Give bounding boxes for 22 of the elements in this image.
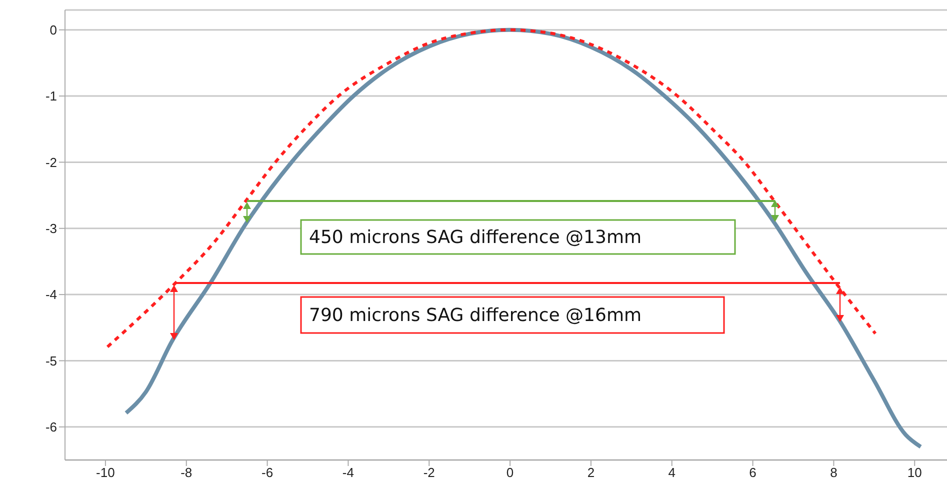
x-tick-label: 4: [668, 465, 676, 480]
y-tick-label: -3: [45, 220, 57, 236]
y-tick-label: -1: [45, 88, 57, 104]
x-tick-label: -8: [180, 465, 192, 480]
y-tick-label: 0: [50, 22, 57, 38]
line-series: [124, 28, 923, 449]
x-tick-label: 2: [587, 465, 595, 480]
x-tick-label: -4: [342, 465, 354, 480]
x-tick-label: 8: [830, 465, 838, 480]
annotation: 790 microns SAG difference @16mm: [309, 305, 642, 326]
line-series: [106, 28, 877, 348]
y-tick-label: -5: [45, 353, 57, 368]
x-tick-label: -6: [262, 465, 274, 480]
x-tick-label: 6: [749, 465, 756, 480]
x-tick-label: -2: [423, 465, 435, 480]
x-tick-label: 10: [907, 465, 922, 480]
annotation: 450 microns SAG difference @13mm: [309, 227, 642, 248]
y-tick-label: -6: [45, 420, 57, 435]
x-tick-label: -10: [96, 465, 115, 480]
y-tick-label: -4: [45, 287, 57, 302]
x-tick-label: 0: [506, 465, 514, 480]
y-tick-label: -2: [45, 154, 57, 170]
